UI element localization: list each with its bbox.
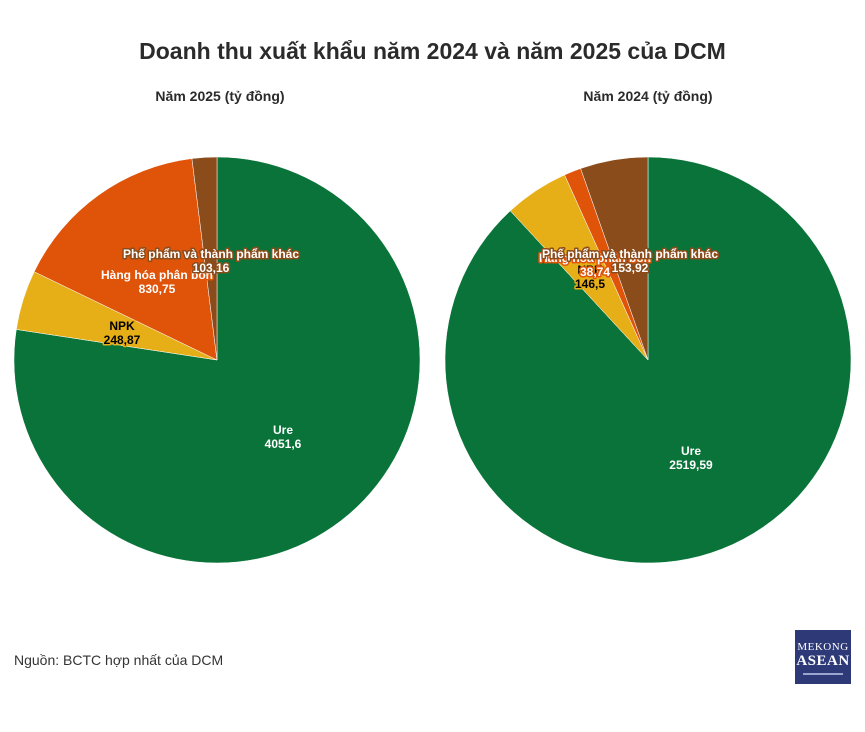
slice-2025-2 xyxy=(33,158,218,361)
pie-2024 xyxy=(444,156,852,564)
slice-value-2025-2: 830,75 xyxy=(139,282,176,296)
slice-name-2025-3: Phế phẩm và thành phẩm khác xyxy=(123,247,299,261)
pie-2024-title: Năm 2024 (tỷ đồng) xyxy=(583,88,713,104)
slice-name-2024-1: NPK xyxy=(577,263,603,277)
slice-name-2025-1: NPK xyxy=(109,319,135,333)
slice-2025-3 xyxy=(191,156,218,361)
logo-line1: MEKONG xyxy=(797,641,849,653)
slice-value-2025-3: 103,16 xyxy=(193,261,230,275)
slice-name-2025-2: Hàng hóa phân bón xyxy=(101,268,213,282)
slice-2024-3 xyxy=(580,156,649,361)
logo-rule xyxy=(803,673,843,675)
slice-name-2025-0: Ure xyxy=(273,423,293,437)
slice-value-2025-0: 4051,6 xyxy=(265,437,302,451)
slice-name-2024-0: Ure xyxy=(681,444,701,458)
pie-2025 xyxy=(13,156,421,564)
chart-title: Doanh thu xuất khẩu năm 2024 và năm 2025… xyxy=(139,38,726,64)
slice-value-2024-2: 38,74 xyxy=(580,265,610,279)
pie-2025-title: Năm 2025 (tỷ đồng) xyxy=(155,88,285,104)
slice-value-2025-1: 248,87 xyxy=(104,333,141,347)
slice-name-2024-2: Hàng hóa phân bón xyxy=(539,251,651,265)
mekong-asean-logo: MEKONG ASEAN xyxy=(795,630,851,684)
slice-name-2024-3: Phế phẩm và thành phẩm khác xyxy=(542,247,718,261)
slice-value-2024-3: 153,92 xyxy=(612,261,649,275)
logo-line2: ASEAN xyxy=(796,653,850,669)
slice-value-2024-1: 146,5 xyxy=(575,277,605,291)
slice-value-2024-0: 2519,59 xyxy=(669,458,713,472)
source-note: Nguồn: BCTC hợp nhất của DCM xyxy=(14,652,224,668)
